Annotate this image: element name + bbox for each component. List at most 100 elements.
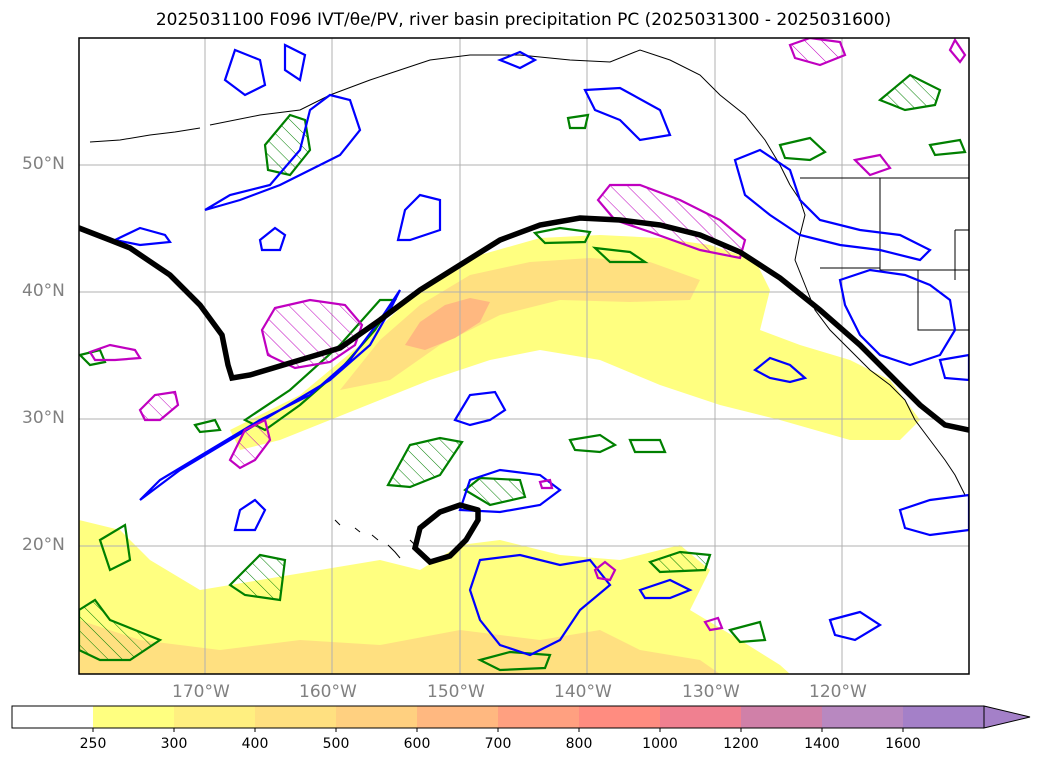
theta-e-contour	[476, 650, 552, 672]
theta-e-contour	[386, 436, 464, 489]
colorbar-tick-label: 500	[322, 736, 350, 752]
colorbar-segment	[741, 706, 822, 728]
theta-e-contour	[193, 418, 222, 434]
lat-label-40n: 40°N	[22, 281, 65, 301]
theta-e-contour	[463, 476, 527, 507]
ivt-contour	[453, 390, 507, 427]
colorbar-tick-label: 1400	[804, 736, 840, 752]
ivt-contour	[938, 353, 969, 382]
theta-e-contour	[79, 598, 163, 662]
ivt-contour	[204, 93, 362, 212]
ivt-contour	[497, 50, 538, 70]
ivt-plume-north-inner	[340, 258, 700, 390]
jet-axis-loop	[411, 502, 481, 566]
pv-contour	[852, 153, 892, 177]
colorbar-tick-label: 1000	[642, 736, 678, 752]
theta-e-contour	[98, 523, 132, 572]
theta-e-contour	[263, 113, 312, 177]
ivt-contour	[638, 578, 693, 600]
ivt-plume-south-inner	[79, 620, 720, 674]
theta-e-contour	[778, 136, 827, 162]
theta-e-contour	[647, 550, 712, 574]
colorbar-segment	[660, 706, 741, 728]
hawaii-islands	[334, 519, 417, 559]
theta-e-contour	[566, 113, 590, 130]
theta-e-contour	[568, 433, 618, 454]
colorbar-tick-label: 1200	[723, 736, 759, 752]
colorbar-segment	[822, 706, 903, 728]
pv-contour	[703, 616, 724, 632]
bc-coast	[789, 184, 966, 496]
colorbar-tick-label: 600	[403, 736, 431, 752]
map-frame	[78, 37, 970, 675]
colorbar-segment	[417, 706, 498, 728]
ivt-contour	[258, 226, 287, 252]
ivt-contour	[468, 553, 612, 657]
colorbar-segment	[12, 706, 93, 728]
ivt-contour	[396, 193, 442, 242]
ivt-contour	[111, 226, 172, 247]
lon-label-140w: 140°W	[554, 682, 612, 702]
theta-e-contour	[532, 226, 592, 245]
ivt-contour	[838, 268, 957, 367]
ivt-plume-north-core	[405, 298, 490, 350]
colorbar-segment	[903, 706, 984, 728]
colorbar-tick-label: 250	[79, 736, 107, 752]
ivt-contour	[223, 48, 267, 97]
state-border-1	[879, 178, 969, 271]
ivt-contour	[898, 493, 969, 537]
lat-label-20n: 20°N	[22, 535, 65, 555]
theta-e-contour	[877, 73, 942, 112]
jet-axis-main	[79, 215, 969, 433]
colorbar-segment	[579, 706, 660, 728]
jet-line	[79, 215, 969, 566]
aleutian-chain	[89, 127, 201, 143]
colorbar-tick-label: 1600	[885, 736, 921, 752]
lat-label-50n: 50°N	[22, 154, 65, 174]
ivt-contour	[583, 86, 672, 142]
colorbar-extend-arrow	[983, 705, 1031, 729]
colorbar	[11, 705, 1031, 732]
theta-e-contour	[928, 138, 967, 157]
theta-e-contours	[79, 73, 967, 672]
ivt-plume-south	[79, 520, 790, 674]
ivt-contour	[753, 356, 808, 384]
theta-e-contour	[228, 553, 287, 602]
pv-contour	[228, 418, 272, 470]
lon-label-120w: 120°W	[809, 682, 867, 702]
colorbar-tick-label: 300	[160, 736, 188, 752]
theta-e-contour	[628, 438, 667, 454]
ivt-contour	[733, 148, 932, 262]
colorbar-tick-label: 400	[241, 736, 269, 752]
ivt-contour	[283, 43, 307, 82]
pv-contour	[788, 38, 847, 67]
colorbar-segment	[336, 706, 417, 728]
lon-label-170w: 170°W	[172, 682, 230, 702]
pv-contour	[538, 478, 554, 490]
pv-contour	[948, 38, 967, 64]
theta-e-contour	[591, 246, 649, 264]
graticule	[79, 38, 969, 674]
ivt-contour	[233, 498, 267, 532]
ivt-shading	[79, 235, 920, 674]
pv-contour	[593, 560, 617, 582]
colorbar-tick-label: 800	[565, 736, 593, 752]
lat-label-30n: 30°N	[22, 408, 65, 428]
state-border-3	[954, 229, 969, 280]
colorbar-segment	[174, 706, 255, 728]
colorbar-segment	[498, 706, 579, 728]
pv-contour	[88, 343, 142, 362]
colorbar-segment	[93, 706, 174, 728]
state-border-2	[820, 267, 969, 331]
map-title: 2025031100 F096 IVT/θe/PV, river basin p…	[155, 10, 892, 30]
lon-label-130w: 130°W	[682, 682, 740, 702]
lon-label-160w: 160°W	[299, 682, 357, 702]
theta-e-contour	[728, 620, 767, 644]
colorbar-tick-label: 700	[484, 736, 512, 752]
lon-label-150w: 150°W	[427, 682, 485, 702]
ivt-plume-north	[230, 235, 920, 450]
ivt-contour	[828, 610, 883, 642]
pv-contour	[138, 390, 180, 422]
colorbar-segment	[255, 706, 336, 728]
